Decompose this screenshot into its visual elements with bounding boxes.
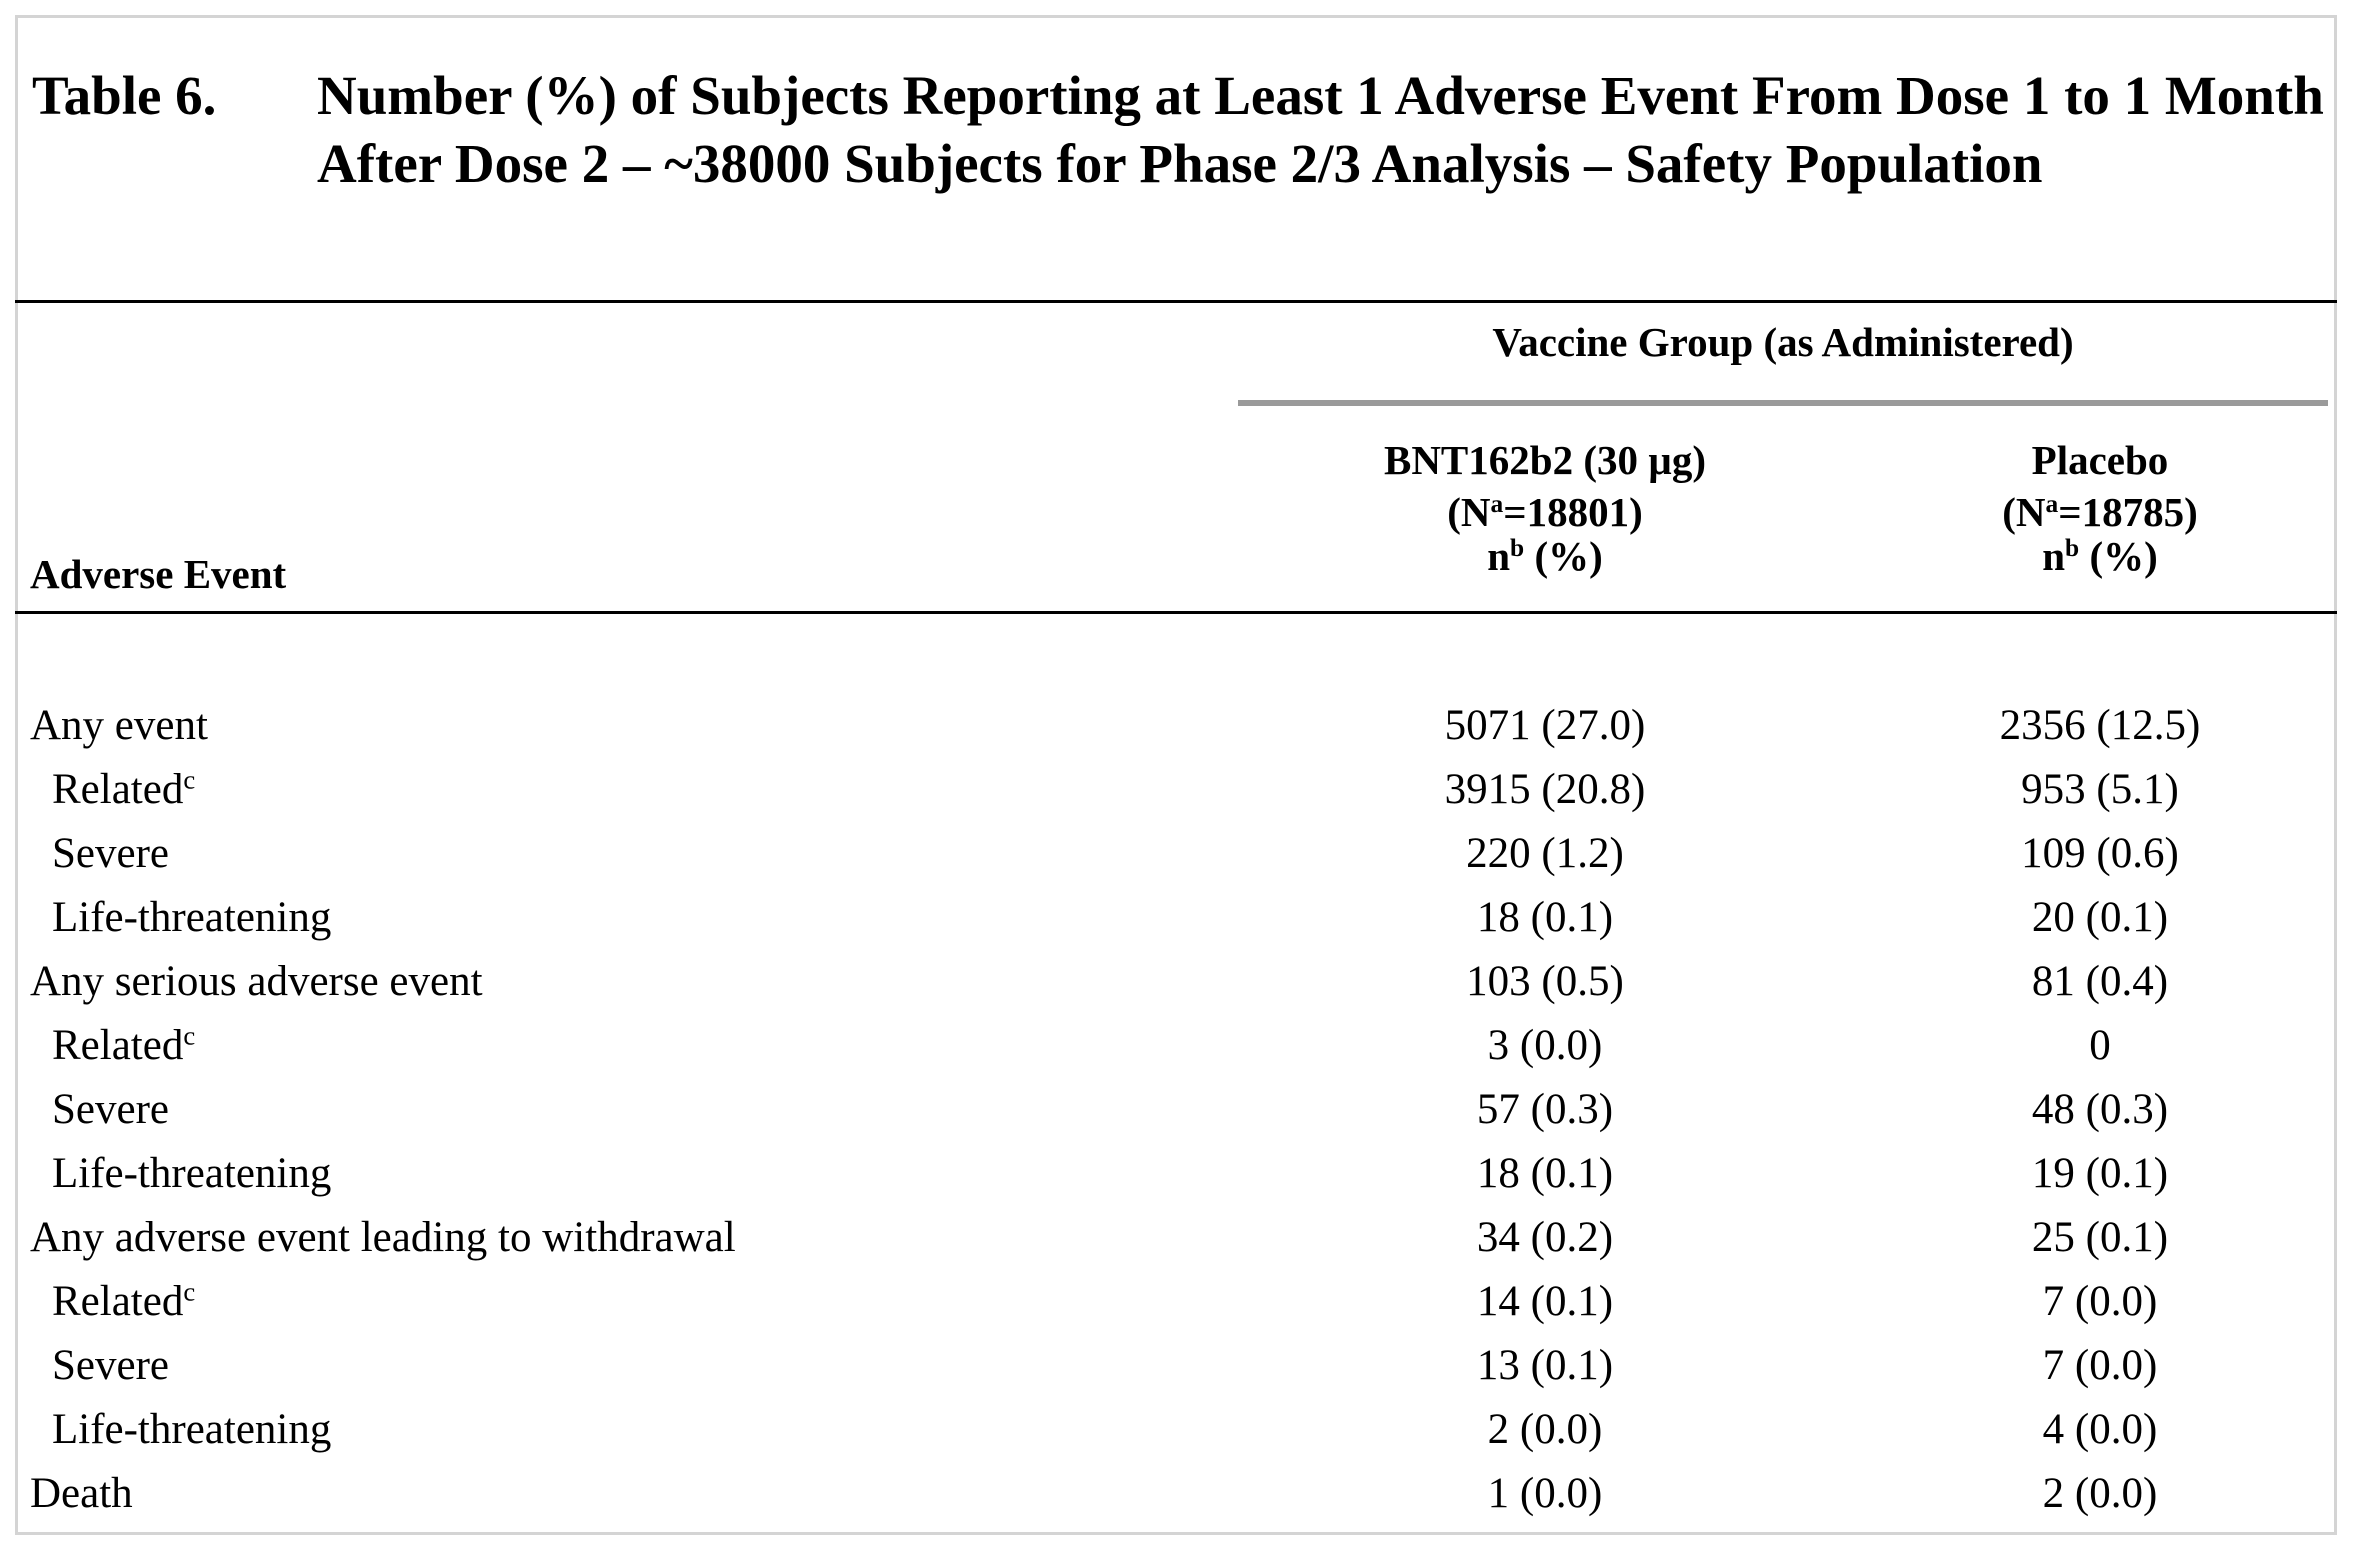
cell-vaccine: 103 (0.5): [1466, 958, 1624, 1005]
row-label: Life-threatening: [52, 1406, 332, 1453]
table-top-rule: [15, 300, 2337, 303]
table-row: Relatedc 14 (0.1) 7 (0.0): [0, 1270, 2354, 1334]
column-n: (Na=18785): [2002, 489, 2198, 535]
group-header: Vaccine Group (as Administered): [1492, 319, 2074, 365]
cell-placebo: 4 (0.0): [2042, 1406, 2158, 1453]
row-header: Adverse Event: [30, 551, 287, 597]
row-label: Any event: [30, 702, 208, 749]
cell-placebo: 7 (0.0): [2042, 1342, 2158, 1389]
cell-vaccine: 3915 (20.8): [1444, 766, 1646, 813]
row-label: Any serious adverse event: [30, 958, 483, 1005]
cell-placebo: 19 (0.1): [2031, 1150, 2169, 1197]
column-name: BNT162b2 (30 µg): [1383, 437, 1707, 483]
row-label: Death: [30, 1470, 133, 1517]
table-row: Life-threatening 2 (0.0) 4 (0.0): [0, 1398, 2354, 1462]
row-label: Life-threatening: [52, 1150, 332, 1197]
table-row: Severe 57 (0.3) 48 (0.3): [0, 1078, 2354, 1142]
cell-placebo: 81 (0.4): [2031, 958, 2169, 1005]
table-row: Life-threatening 18 (0.1) 20 (0.1): [0, 886, 2354, 950]
column-name: Placebo: [2031, 437, 2169, 483]
row-label: Life-threatening: [52, 894, 332, 941]
cell-vaccine: 18 (0.1): [1476, 1150, 1614, 1197]
column-stat: nb (%): [2042, 533, 2158, 579]
cell-placebo: 48 (0.3): [2031, 1086, 2169, 1133]
row-label: Severe: [52, 1086, 169, 1133]
column-header-vaccine: BNT162b2 (30 µg) (Na=18801) nb (%): [1245, 434, 1845, 582]
cell-placebo: 2356 (12.5): [1999, 702, 2201, 749]
table-row: Any event 5071 (27.0) 2356 (12.5): [0, 694, 2354, 758]
table-row: Death 1 (0.0) 2 (0.0): [0, 1462, 2354, 1526]
table-row: Any serious adverse event 103 (0.5) 81 (0.…: [0, 950, 2354, 1014]
row-label: Any adverse event leading to withdrawal: [30, 1214, 736, 1261]
cell-vaccine: 34 (0.2): [1476, 1214, 1614, 1261]
row-label: Severe: [52, 830, 169, 877]
document-frame: [15, 15, 2337, 1535]
table-label: Table 6.: [32, 65, 217, 126]
row-label: Relatedc: [52, 1276, 196, 1325]
cell-placebo: 20 (0.1): [2031, 894, 2169, 941]
table-row: Life-threatening 18 (0.1) 19 (0.1): [0, 1142, 2354, 1206]
table-row: Relatedc 3 (0.0) 0: [0, 1014, 2354, 1078]
cell-vaccine: 220 (1.2): [1466, 830, 1624, 877]
table-row: Any adverse event leading to withdrawal 3…: [0, 1206, 2354, 1270]
row-label: Severe: [52, 1342, 169, 1389]
column-stat: nb (%): [1487, 533, 1603, 579]
column-header-placebo: Placebo (Na=18785) nb (%): [1800, 434, 2354, 582]
table-body: Any event 5071 (27.0) 2356 (12.5) Relatedc 3…: [0, 694, 2354, 1526]
table-row: Severe 13 (0.1) 7 (0.0): [0, 1334, 2354, 1398]
header-bottom-rule: [15, 611, 2337, 614]
cell-vaccine: 18 (0.1): [1476, 894, 1614, 941]
cell-vaccine: 2 (0.0): [1487, 1406, 1603, 1453]
cell-vaccine: 13 (0.1): [1476, 1342, 1614, 1389]
cell-placebo: 25 (0.1): [2031, 1214, 2169, 1261]
cell-placebo: 0: [2089, 1022, 2111, 1069]
cell-vaccine: 5071 (27.0): [1444, 702, 1646, 749]
cell-vaccine: 1 (0.0): [1487, 1470, 1603, 1517]
cell-placebo: 2 (0.0): [2042, 1470, 2158, 1517]
cell-placebo: 953 (5.1): [2021, 766, 2179, 813]
table-row: Relatedc 3915 (20.8) 953 (5.1): [0, 758, 2354, 822]
group-header-rule: [1238, 400, 2328, 406]
table-row: Severe 220 (1.2) 109 (0.6): [0, 822, 2354, 886]
column-n: (Na=18801): [1447, 489, 1643, 535]
cell-vaccine: 57 (0.3): [1476, 1086, 1614, 1133]
table-title: Number (%) of Subjects Reporting at Leas…: [317, 65, 2324, 194]
cell-placebo: 109 (0.6): [2021, 830, 2179, 877]
row-label: Relatedc: [52, 1020, 196, 1069]
row-label: Relatedc: [52, 764, 196, 813]
cell-placebo: 7 (0.0): [2042, 1278, 2158, 1325]
cell-vaccine: 3 (0.0): [1487, 1022, 1603, 1069]
cell-vaccine: 14 (0.1): [1476, 1278, 1614, 1325]
